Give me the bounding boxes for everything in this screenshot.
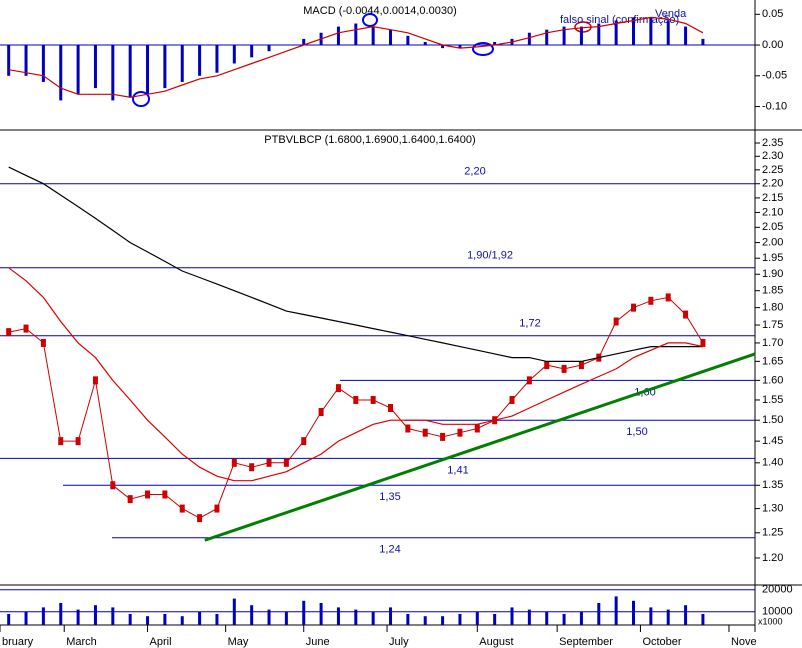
- level-label: 1,24: [379, 544, 400, 556]
- price-mark: [92, 376, 98, 385]
- price-mark: [197, 514, 203, 523]
- y-tick-label: 1.95: [762, 252, 783, 264]
- level-label: 1,35: [379, 491, 400, 503]
- x-tick-label: May: [228, 636, 249, 648]
- y-tick-label: 20000: [762, 584, 793, 596]
- price-mark: [266, 458, 272, 467]
- price-mark: [388, 403, 394, 412]
- y-tick-label: 2.10: [762, 206, 783, 218]
- y-tick-label: 1.35: [762, 479, 783, 491]
- y-tick-label: 0.05: [762, 8, 783, 20]
- x-tick-label: June: [306, 636, 330, 648]
- y-tick-label: 10000: [762, 606, 793, 618]
- x-tick-label: September: [559, 636, 613, 648]
- price-mark: [422, 428, 428, 437]
- chart-title: PTBVLBCP (1.6800,1.6900,1.6400,1.6400): [264, 134, 475, 146]
- y-tick-label: 0.00: [762, 39, 783, 51]
- y-tick-label: 2.20: [762, 178, 783, 190]
- moving-average: [8, 166, 703, 362]
- x-tick-label: bruary: [2, 636, 34, 648]
- x-tick-label: March: [66, 636, 97, 648]
- price-mark: [474, 424, 480, 433]
- price-mark: [509, 395, 515, 404]
- price-mark: [613, 317, 619, 326]
- price-mark: [23, 324, 29, 333]
- price-mark: [231, 458, 237, 467]
- moving-average: [8, 267, 704, 482]
- price-mark: [75, 437, 81, 446]
- y-tick-label: 1.50: [762, 414, 783, 426]
- price-mark: [353, 395, 359, 404]
- trendline: [204, 352, 756, 542]
- price-mark: [110, 481, 116, 490]
- y-tick-label: 1.25: [762, 527, 783, 539]
- price-mark: [179, 504, 185, 513]
- y-tick-label: -0.10: [762, 100, 787, 112]
- highlight-circle: [132, 91, 150, 107]
- price-mark: [40, 338, 46, 347]
- price-mark: [561, 364, 567, 373]
- price-mark: [648, 296, 654, 305]
- price-mark: [683, 310, 689, 319]
- price-mark: [58, 437, 64, 446]
- y-tick-label: 2.25: [762, 164, 783, 176]
- price-mark: [127, 495, 133, 504]
- price-mark: [145, 490, 151, 499]
- price-mark: [578, 361, 584, 370]
- y-tick-label: 1.90: [762, 268, 783, 280]
- y-tick-label: 2.15: [762, 192, 783, 204]
- level-label: 1,90/1,92: [467, 250, 513, 262]
- price-mark: [301, 437, 307, 446]
- price-mark: [405, 424, 411, 433]
- y-tick-label: 1.30: [762, 502, 783, 514]
- price-mark: [214, 504, 220, 513]
- y-tick-label: 2.35: [762, 137, 783, 149]
- price-mark: [335, 384, 341, 393]
- y-tick-label: -0.05: [762, 70, 787, 82]
- y-tick-label: 2.30: [762, 150, 783, 162]
- level-label: 1,72: [519, 318, 540, 330]
- y-tick-label: 1.70: [762, 337, 783, 349]
- y-tick-label: 1.75: [762, 319, 783, 331]
- x-tick-label: August: [479, 636, 513, 648]
- x-tick-label: July: [389, 636, 409, 648]
- y-tick-label: 2.05: [762, 221, 783, 233]
- volume-unit: x1000: [758, 616, 783, 626]
- level-label: 1,41: [447, 464, 468, 476]
- level-label: 1,50: [626, 426, 647, 438]
- macd-title: MACD (-0.0044,0.0014,0.0030): [303, 5, 456, 17]
- y-tick-label: 1.80: [762, 302, 783, 314]
- price-mark: [283, 458, 289, 467]
- y-tick-label: 1.20: [762, 552, 783, 564]
- highlight-circle: [362, 13, 378, 27]
- price-mark: [318, 408, 324, 417]
- price-mark: [457, 428, 463, 437]
- price-mark: [249, 463, 255, 472]
- x-tick-label: October: [642, 636, 681, 648]
- price-mark: [665, 293, 671, 302]
- price-mark: [526, 376, 532, 385]
- price-mark: [544, 361, 550, 370]
- price-mark: [370, 395, 376, 404]
- price-mark: [6, 328, 12, 337]
- macd-note: Venda: [655, 8, 687, 20]
- y-tick-label: 1.40: [762, 457, 783, 469]
- level-label: 2,20: [464, 166, 485, 178]
- y-tick-label: 1.60: [762, 374, 783, 386]
- x-tick-label: April: [150, 636, 172, 648]
- price-mark: [440, 432, 446, 441]
- price-mark: [162, 490, 168, 499]
- x-tick-label: Nove: [731, 636, 757, 648]
- macd-signal: [8, 16, 704, 98]
- price-mark: [631, 303, 637, 312]
- y-tick-label: 1.45: [762, 435, 783, 447]
- y-tick-label: 2.00: [762, 236, 783, 248]
- y-tick-label: 1.65: [762, 355, 783, 367]
- highlight-circle: [472, 42, 494, 56]
- y-tick-label: 1.55: [762, 394, 783, 406]
- y-tick-label: 1.85: [762, 285, 783, 297]
- price-mark: [700, 338, 706, 347]
